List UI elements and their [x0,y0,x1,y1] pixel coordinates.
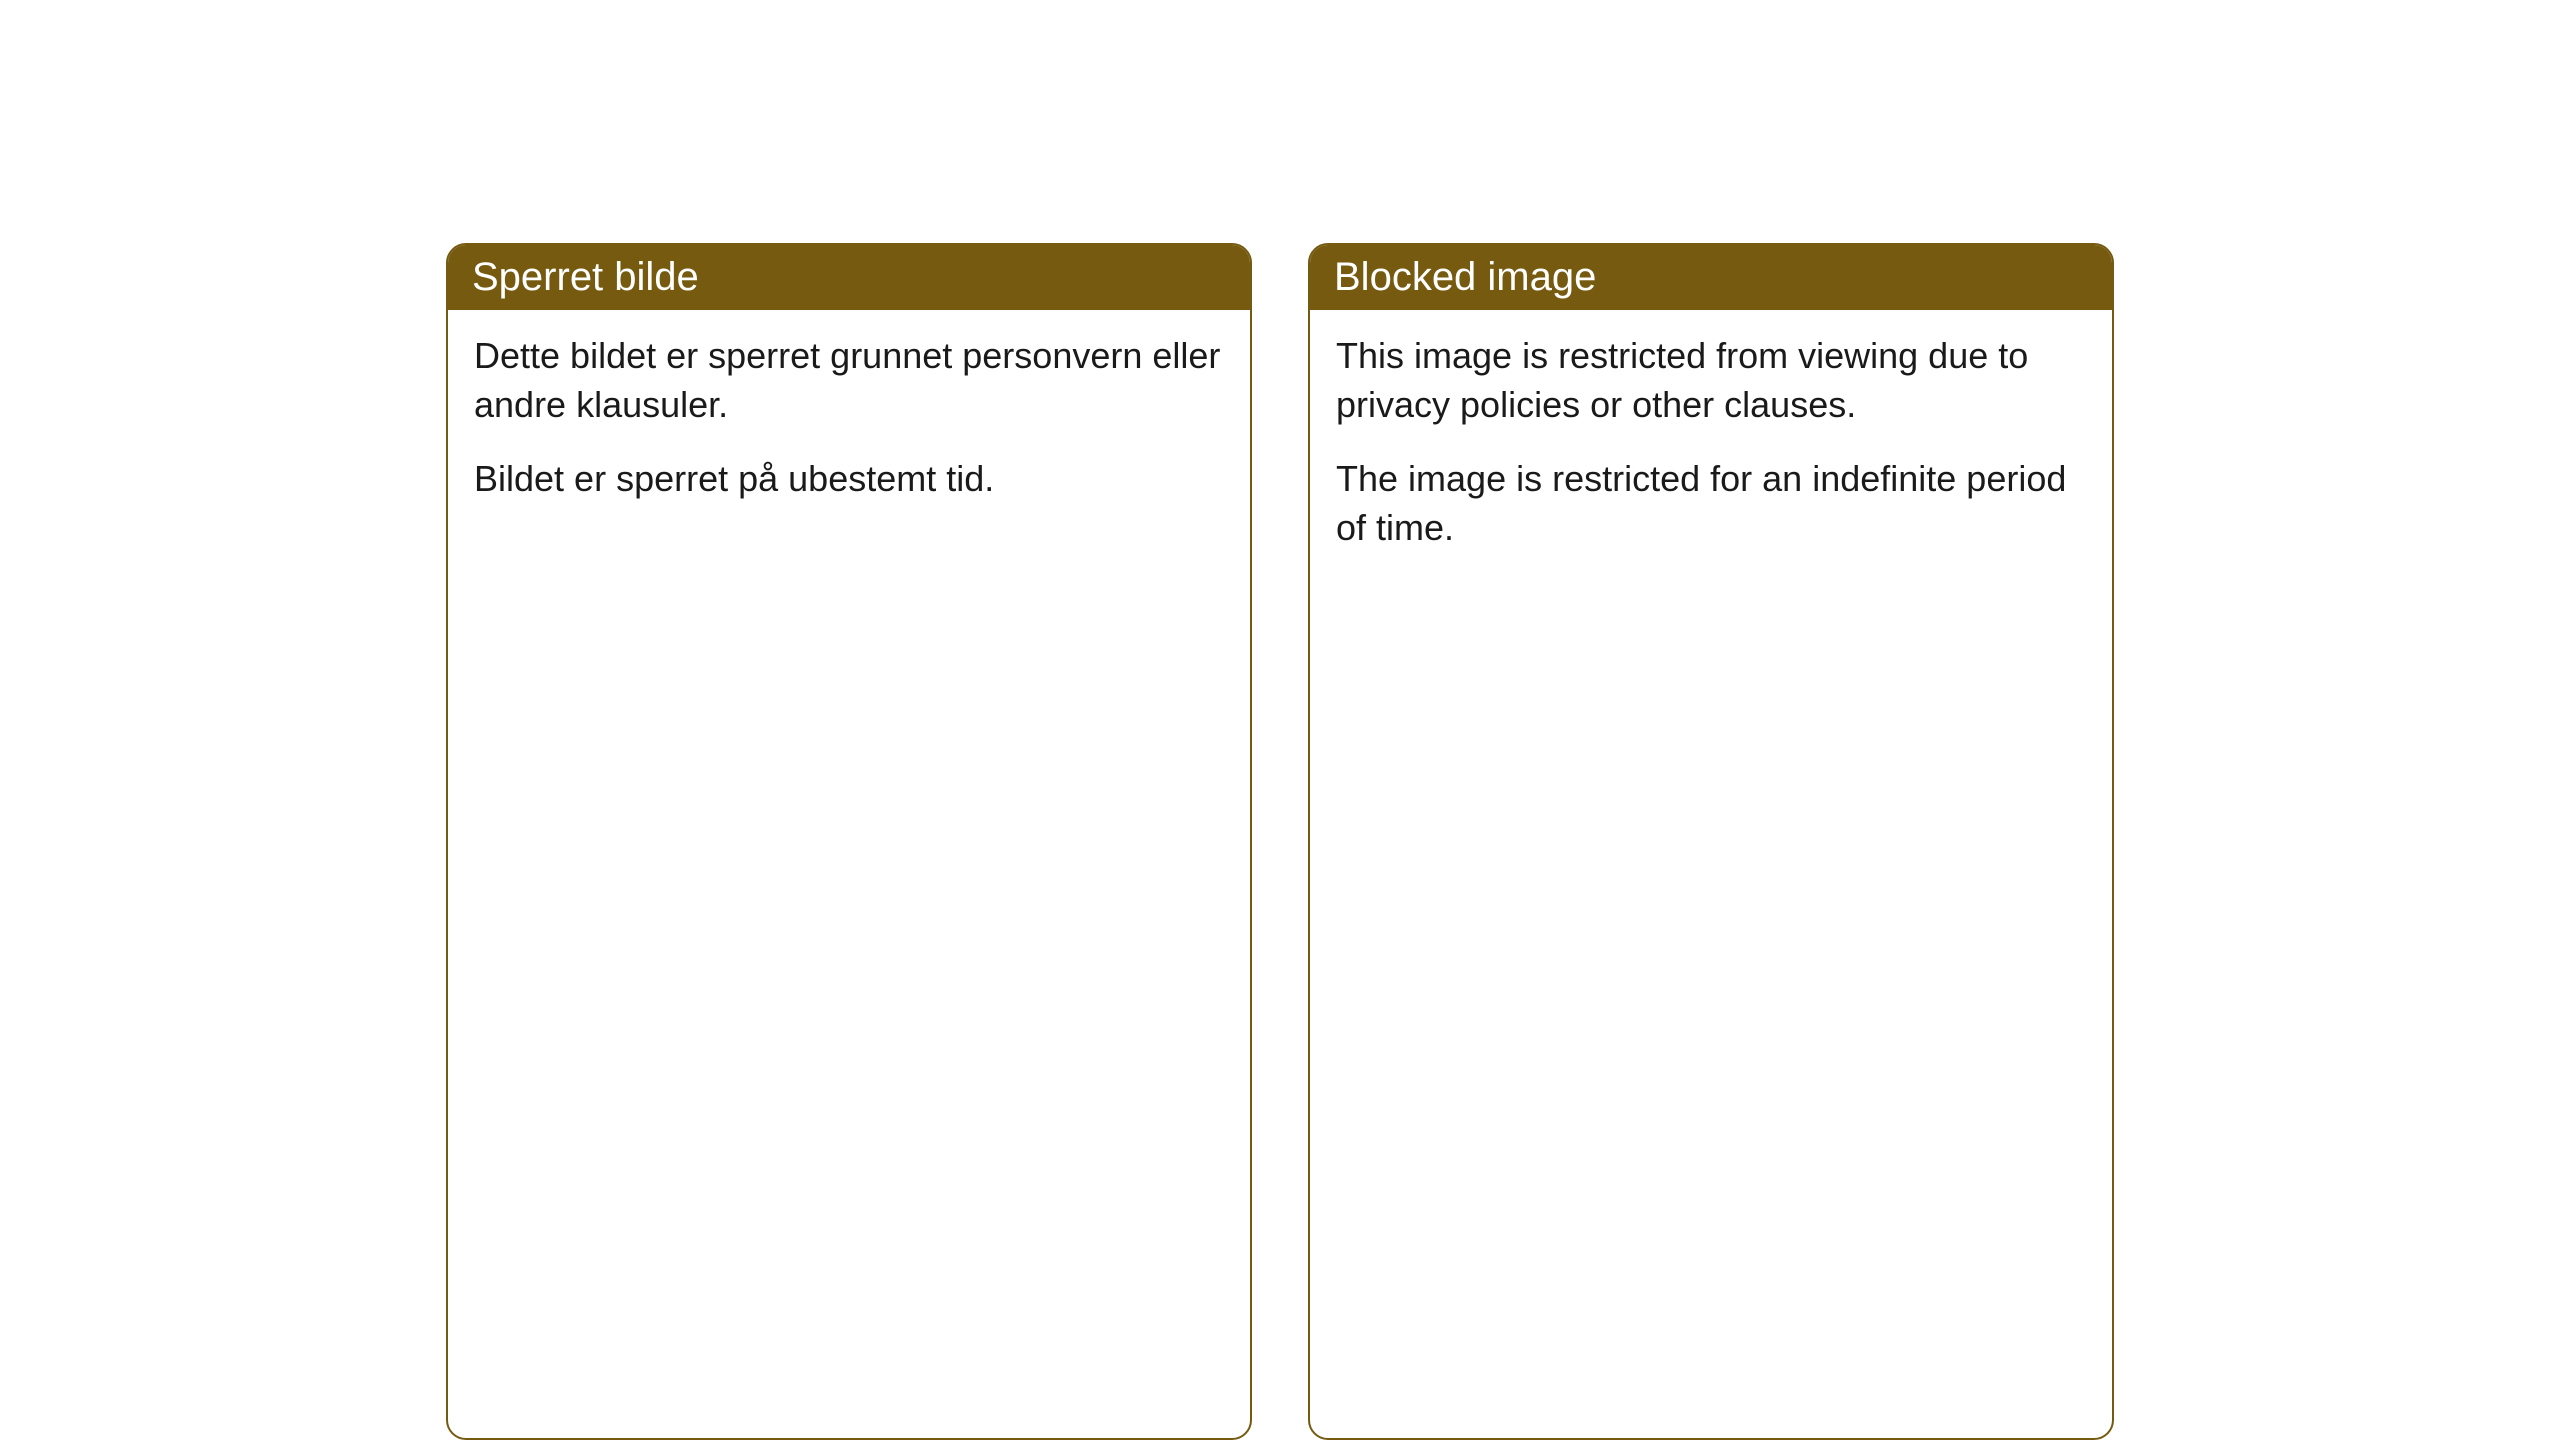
blocked-image-card-english: Blocked image This image is restricted f… [1308,243,2114,1440]
card-paragraph: The image is restricted for an indefinit… [1336,455,2086,552]
notice-cards-container: Sperret bilde Dette bildet er sperret gr… [446,243,2114,1440]
card-title: Sperret bilde [472,255,699,299]
card-title: Blocked image [1334,255,1596,299]
blocked-image-card-norwegian: Sperret bilde Dette bildet er sperret gr… [446,243,1252,1440]
card-body: Dette bildet er sperret grunnet personve… [448,310,1250,534]
card-body: This image is restricted from viewing du… [1310,310,2112,582]
card-paragraph: Dette bildet er sperret grunnet personve… [474,332,1224,429]
card-header: Sperret bilde [448,245,1250,310]
card-paragraph: This image is restricted from viewing du… [1336,332,2086,429]
card-paragraph: Bildet er sperret på ubestemt tid. [474,455,1224,504]
card-header: Blocked image [1310,245,2112,310]
